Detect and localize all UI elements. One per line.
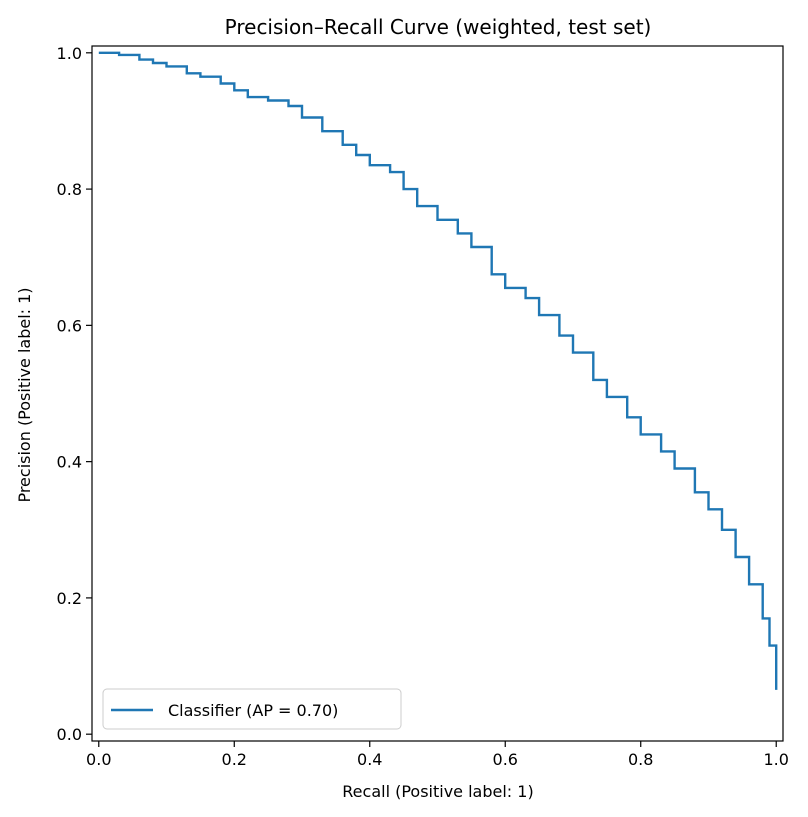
- plot-frame: [92, 46, 783, 741]
- x-tick-label: 0.6: [493, 750, 518, 769]
- y-tick-label: 0.8: [57, 180, 82, 199]
- y-tick-label: 0.2: [57, 589, 82, 608]
- y-tick-label: 0.0: [57, 725, 82, 744]
- x-tick-label: 0.2: [222, 750, 247, 769]
- x-tick-label: 1.0: [763, 750, 788, 769]
- x-axis-ticks: 0.0 0.2 0.4 0.6 0.8 1.0: [86, 741, 789, 769]
- x-tick-label: 0.4: [357, 750, 382, 769]
- y-tick-label: 1.0: [57, 44, 82, 63]
- x-tick-label: 0.0: [86, 750, 111, 769]
- series-line-classifier: [99, 53, 776, 690]
- y-tick-label: 0.6: [57, 316, 82, 335]
- chart-title: Precision–Recall Curve (weighted, test s…: [225, 15, 652, 39]
- legend: Classifier (AP = 0.70): [103, 689, 401, 729]
- y-tick-label: 0.4: [57, 453, 82, 472]
- y-axis-ticks: 0.0 0.2 0.4 0.6 0.8 1.0: [57, 44, 92, 744]
- x-tick-label: 0.8: [628, 750, 653, 769]
- legend-entry-classifier: Classifier (AP = 0.70): [168, 701, 338, 720]
- x-axis-label: Recall (Positive label: 1): [342, 782, 533, 801]
- y-axis-label: Precision (Positive label: 1): [15, 287, 34, 502]
